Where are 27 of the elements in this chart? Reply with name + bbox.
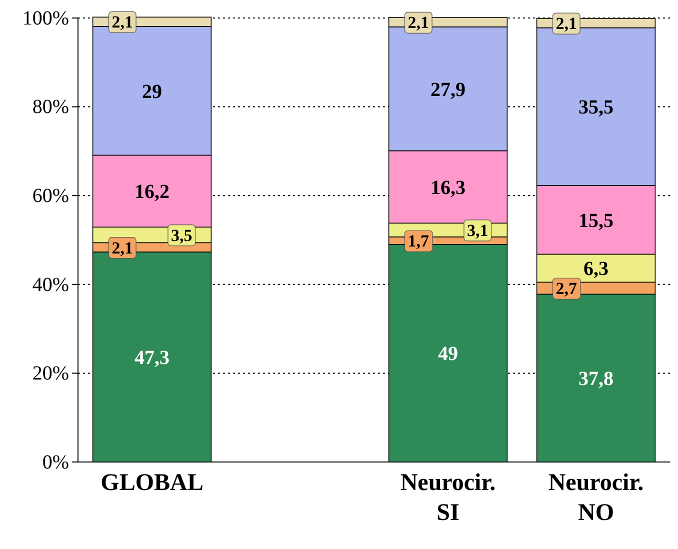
data-label: 2,1 bbox=[112, 238, 134, 258]
data-label: 37,8 bbox=[578, 368, 614, 390]
data-label: 2,1 bbox=[112, 12, 134, 32]
data-label: 2,7 bbox=[556, 279, 578, 298]
data-label: 27,9 bbox=[430, 78, 466, 101]
data-label: 29 bbox=[142, 80, 162, 103]
data-label: 3,5 bbox=[170, 226, 192, 245]
data-label: 6,3 bbox=[584, 258, 608, 280]
data-label: 49 bbox=[438, 343, 458, 366]
data-label: 2,1 bbox=[408, 13, 430, 32]
data-label: 1,7 bbox=[408, 232, 430, 251]
data-label: 16,3 bbox=[430, 176, 466, 199]
y-tick-label: 80% bbox=[32, 96, 69, 118]
data-label: 3,1 bbox=[466, 220, 488, 240]
data-label: 2,1 bbox=[556, 14, 578, 34]
data-label: 35,5 bbox=[578, 96, 614, 119]
x-tick-label: Neurocir. SI bbox=[400, 470, 496, 526]
y-tick-label: 40% bbox=[32, 274, 69, 296]
x-tick-label: GLOBAL bbox=[100, 470, 204, 496]
y-tick-label: 60% bbox=[32, 185, 69, 207]
data-label: 16,2 bbox=[134, 181, 170, 204]
data-label: 15,5 bbox=[578, 210, 614, 232]
y-tick-label: 100% bbox=[22, 7, 69, 30]
data-label: 47,3 bbox=[134, 346, 170, 369]
x-tick-label: Neurocir. NO bbox=[548, 470, 644, 526]
y-tick-label: 0% bbox=[42, 451, 69, 474]
y-tick-label: 20% bbox=[32, 362, 69, 385]
